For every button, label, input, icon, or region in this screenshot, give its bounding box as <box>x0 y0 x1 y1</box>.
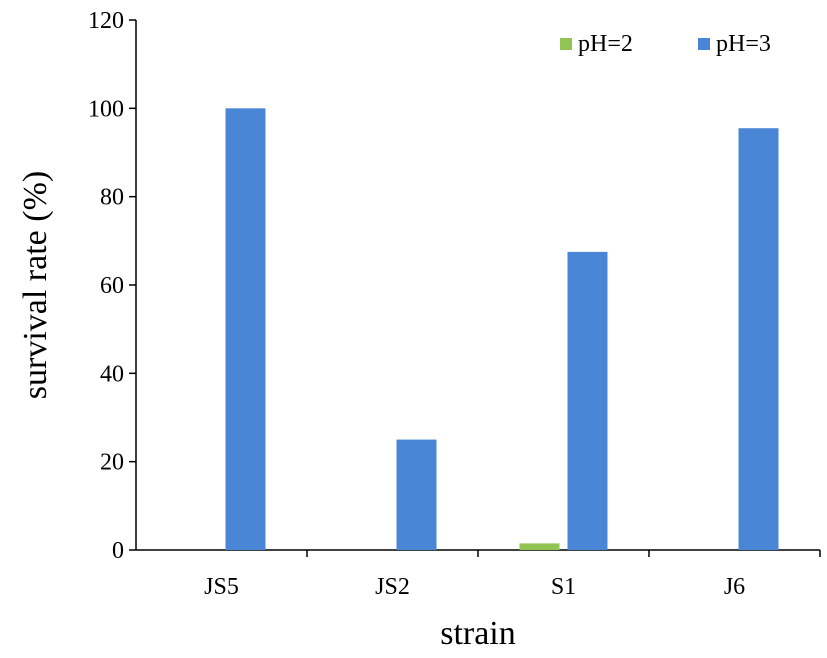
plot-area: 0 20 40 60 80 100 120 JS5 JS2 S1 J6 pH=2 pH=3 <box>88 8 821 600</box>
x-axis-title: strain <box>440 615 516 652</box>
x-tick-label: JS2 <box>375 574 410 600</box>
bar-ph3-js2 <box>396 439 437 550</box>
y-tick-label: 100 <box>88 96 124 122</box>
legend-label: pH=3 <box>716 31 771 57</box>
bar-ph3-j6 <box>738 128 779 551</box>
bar-ph3-s1 <box>567 251 608 550</box>
y-tick-label: 20 <box>100 450 124 476</box>
y-tick-label: 40 <box>100 361 124 387</box>
legend-swatch <box>560 38 572 50</box>
bar-ph2-s1 <box>519 543 560 550</box>
y-axis-title: survival rate (%) <box>17 171 54 399</box>
x-tick-label: JS5 <box>204 574 239 600</box>
x-tick-label: S1 <box>551 574 576 600</box>
y-tick-label: 0 <box>112 538 124 564</box>
y-tick-label: 80 <box>100 185 124 211</box>
y-tick-label: 60 <box>100 273 124 299</box>
y-tick-label: 120 <box>88 8 124 34</box>
bar-ph3-js5 <box>225 108 266 550</box>
legend-swatch <box>698 38 710 50</box>
x-tick-label: J6 <box>724 574 745 600</box>
legend-label: pH=2 <box>578 31 633 57</box>
